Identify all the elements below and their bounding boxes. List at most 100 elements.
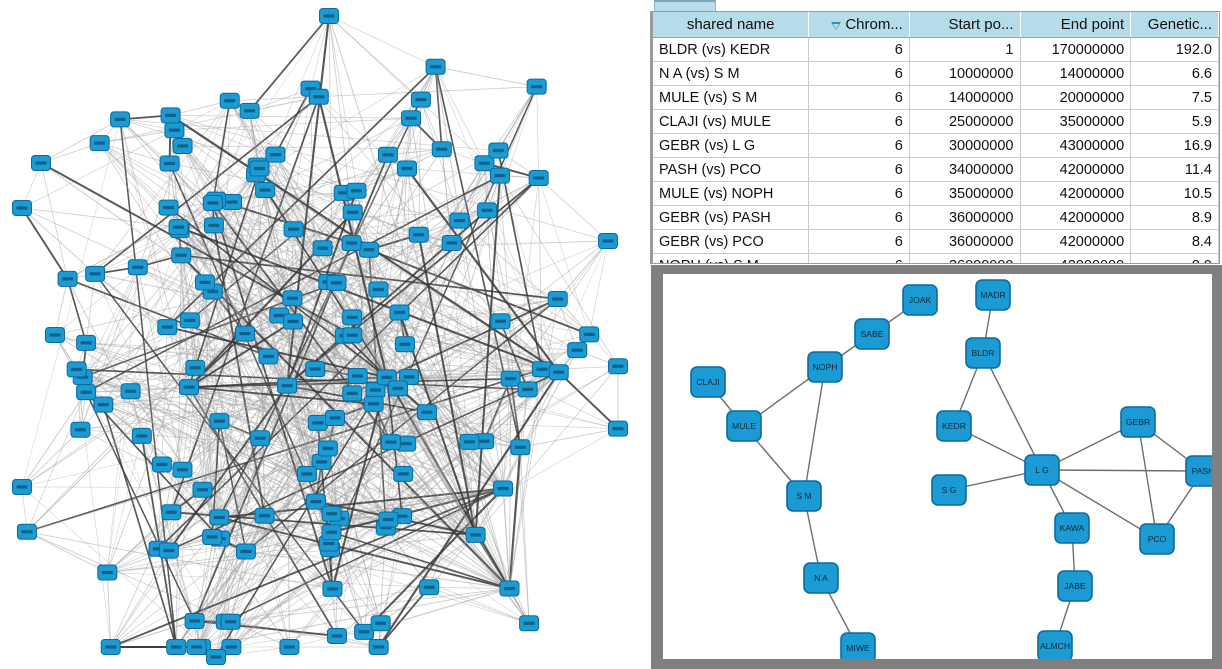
main-network-node[interactable]: [209, 413, 230, 430]
main-network-node[interactable]: [164, 122, 185, 139]
main-network-node[interactable]: [579, 326, 600, 343]
subnetwork-edge[interactable]: [982, 352, 1043, 471]
subnetwork-graph[interactable]: JOAK MADR SABE BLDR NOPH CLAJI GEBR KEDR MULE L G…: [663, 274, 1212, 659]
main-network-node[interactable]: [378, 511, 399, 528]
main-network-node[interactable]: [221, 639, 242, 655]
table-frame[interactable]: shared name Chrom... Start po... End point G…: [650, 11, 1220, 264]
main-network-node[interactable]: [342, 385, 363, 402]
main-network-node[interactable]: [203, 217, 224, 234]
subnetwork-node[interactable]: NOPH: [807, 351, 843, 383]
main-network-node[interactable]: [151, 456, 172, 473]
main-network-node[interactable]: [377, 146, 398, 163]
main-network-node[interactable]: [425, 58, 446, 75]
main-network-node[interactable]: [131, 427, 152, 444]
main-network-node[interactable]: [477, 202, 498, 219]
subnetwork-node[interactable]: JABE: [1057, 570, 1093, 602]
column-header-end_point[interactable]: End point: [1020, 12, 1132, 38]
main-network-node[interactable]: [449, 212, 470, 229]
main-network-node[interactable]: [326, 274, 347, 291]
main-network-node[interactable]: [410, 91, 431, 108]
main-network-node[interactable]: [70, 421, 91, 438]
main-network-node[interactable]: [179, 379, 200, 396]
main-network-view[interactable]: [0, 0, 648, 669]
main-network-node[interactable]: [160, 107, 181, 124]
main-network-node[interactable]: [239, 102, 260, 119]
main-network-node[interactable]: [100, 639, 121, 655]
subnetwork-node[interactable]: MADR: [975, 279, 1011, 311]
main-network-node[interactable]: [219, 92, 240, 109]
main-network-node[interactable]: [249, 160, 270, 177]
main-network-node[interactable]: [85, 265, 106, 282]
main-network-node[interactable]: [368, 639, 389, 655]
column-header-start_point[interactable]: Start po...: [909, 12, 1021, 38]
subnetwork-edge[interactable]: [803, 366, 826, 497]
subnetwork-node[interactable]: PASH: [1185, 455, 1212, 487]
main-network-node[interactable]: [317, 440, 338, 457]
main-network-node[interactable]: [341, 235, 362, 252]
main-network-node[interactable]: [31, 155, 51, 171]
subnetwork-edge[interactable]: [1041, 469, 1158, 540]
main-network-node[interactable]: [44, 327, 65, 344]
main-network-node[interactable]: [66, 361, 87, 378]
main-network-node[interactable]: [401, 110, 422, 127]
main-network-node[interactable]: [254, 507, 275, 524]
main-network-node[interactable]: [363, 395, 384, 412]
subnetwork-edge[interactable]: [1137, 421, 1158, 540]
main-network-node[interactable]: [192, 481, 213, 498]
main-network-node[interactable]: [172, 137, 193, 154]
main-network-node[interactable]: [567, 342, 588, 359]
main-network-node[interactable]: [308, 88, 329, 105]
main-network-node[interactable]: [202, 528, 223, 545]
main-network-node[interactable]: [158, 199, 179, 216]
subnetwork-node[interactable]: JOAK: [902, 284, 938, 316]
main-network-node[interactable]: [305, 493, 326, 510]
main-network-node[interactable]: [321, 524, 342, 541]
main-network-node[interactable]: [283, 313, 304, 330]
main-network-node[interactable]: [387, 380, 408, 397]
subnetwork-node[interactable]: S G: [931, 474, 967, 506]
main-network-node[interactable]: [493, 480, 514, 497]
main-network-node[interactable]: [12, 199, 32, 216]
main-network-node[interactable]: [305, 361, 326, 378]
main-network-node[interactable]: [526, 78, 547, 95]
main-network-node[interactable]: [416, 404, 437, 421]
main-network-node[interactable]: [500, 370, 521, 387]
table-row[interactable]: GEBR (vs) L G 6 30000000 43000000 16.9: [653, 133, 1219, 158]
main-network-node[interactable]: [179, 312, 200, 329]
main-network-node[interactable]: [120, 383, 141, 400]
main-network-node[interactable]: [283, 221, 304, 238]
main-network-node[interactable]: [184, 612, 205, 629]
main-network-node[interactable]: [519, 615, 540, 632]
main-network-node[interactable]: [206, 649, 226, 665]
main-network-node[interactable]: [380, 434, 401, 451]
main-network-node[interactable]: [127, 259, 148, 276]
subnetwork-node[interactable]: ALMCH: [1037, 630, 1073, 659]
main-network-node[interactable]: [474, 155, 495, 172]
main-network-node[interactable]: [347, 368, 368, 385]
main-network-node[interactable]: [76, 384, 97, 401]
main-network-node[interactable]: [342, 204, 363, 221]
main-network-node[interactable]: [161, 504, 182, 521]
table-row[interactable]: GEBR (vs) PASH 6 36000000 42000000 8.9: [653, 205, 1219, 230]
main-network-node[interactable]: [209, 509, 230, 526]
main-network-node[interactable]: [326, 627, 347, 644]
main-network-node[interactable]: [235, 325, 256, 342]
main-network-node[interactable]: [368, 281, 389, 298]
main-network-node[interactable]: [220, 613, 241, 630]
main-network-node[interactable]: [279, 639, 300, 655]
main-network-node[interactable]: [548, 364, 569, 381]
subnetwork-node[interactable]: KAWA: [1054, 512, 1090, 544]
main-network-node[interactable]: [325, 409, 346, 426]
subnetwork-node[interactable]: N A: [803, 562, 839, 594]
main-network-node[interactable]: [16, 523, 37, 540]
subnetwork-node[interactable]: L G: [1024, 454, 1060, 486]
subnetwork-node[interactable]: PCO: [1139, 523, 1175, 555]
main-network-node[interactable]: [490, 313, 511, 330]
column-header-chromosome[interactable]: Chrom...: [808, 12, 910, 38]
main-network-node[interactable]: [528, 170, 549, 187]
main-network-node[interactable]: [282, 290, 303, 307]
main-network-node[interactable]: [202, 194, 223, 211]
main-network-node[interactable]: [342, 309, 363, 326]
main-network-node[interactable]: [312, 240, 333, 257]
main-network-node[interactable]: [185, 359, 206, 376]
